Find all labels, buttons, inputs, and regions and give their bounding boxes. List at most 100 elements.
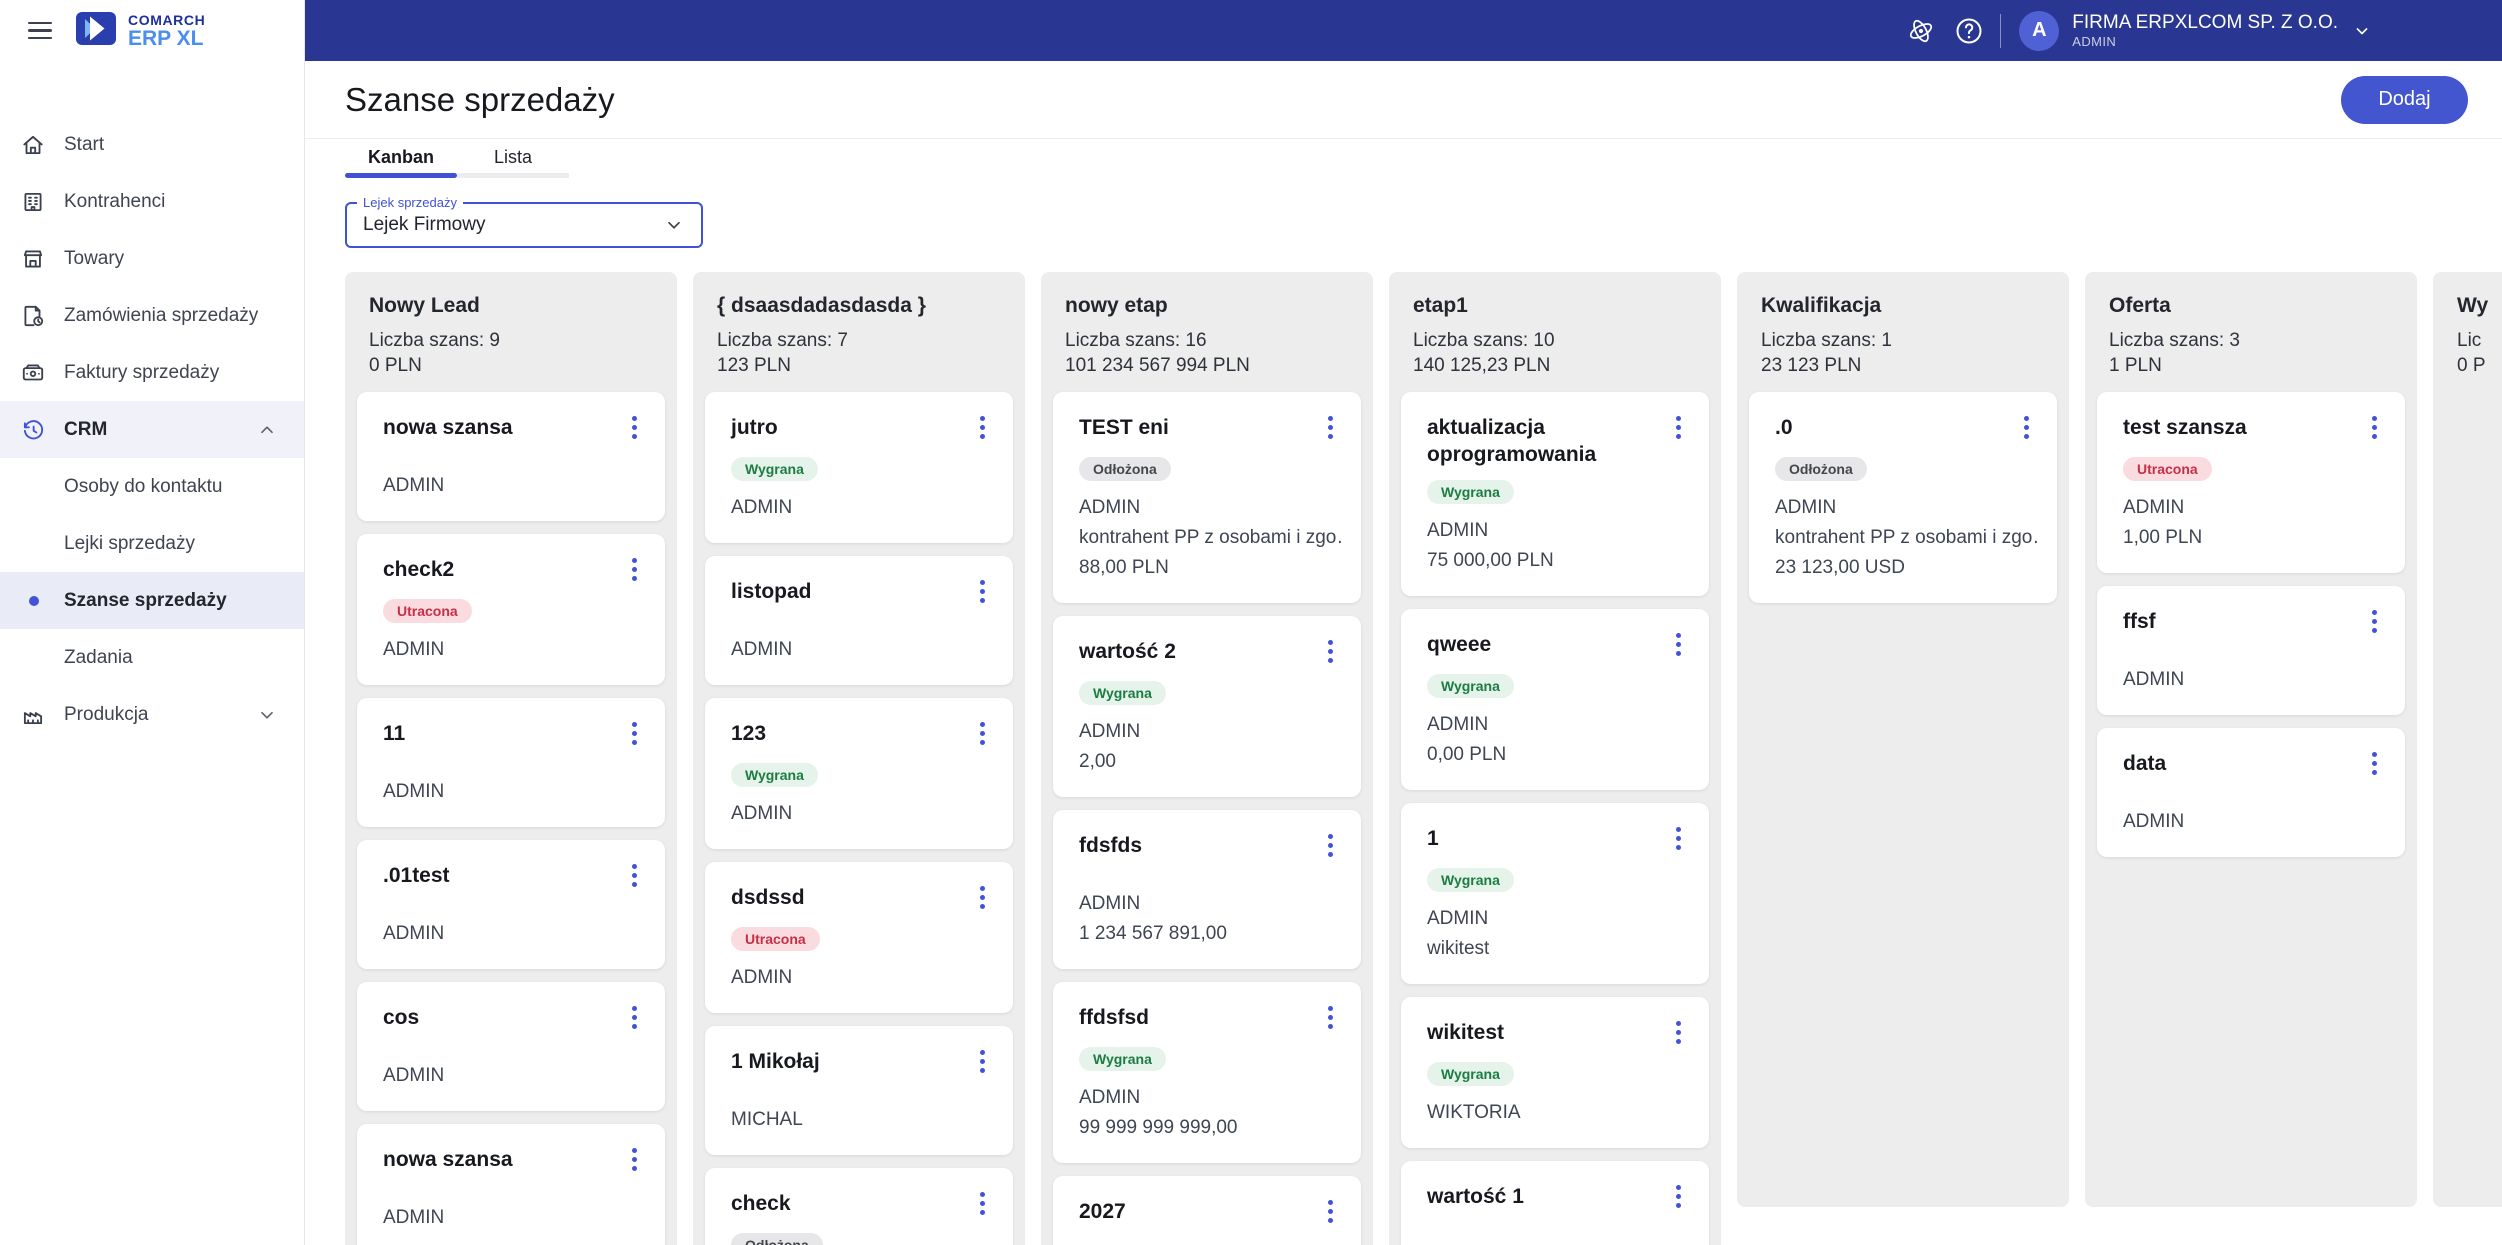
kebab-menu-icon[interactable] [972,716,993,751]
opportunity-card-nowa-szansa[interactable]: nowa szansaADMIN [357,1124,665,1245]
opportunity-card-test-szansza[interactable]: test szanszaUtraconaADMIN1,00 PLN [2097,392,2405,573]
opportunity-card-listopad[interactable]: listopadADMIN [705,556,1013,685]
sidebar-item-label: Towary [64,248,124,270]
sidebar-item-produkcja[interactable]: Produkcja [0,686,304,743]
opportunity-card-qweee[interactable]: qweeeWygranaADMIN0,00 PLN [1401,609,1709,790]
kebab-menu-icon[interactable] [1320,828,1341,863]
card-title: nowa szansa [383,410,513,441]
kebab-menu-icon[interactable] [1668,821,1689,856]
kebab-menu-icon[interactable] [1668,1015,1689,1050]
card-line: ADMIN [383,1061,645,1091]
column-total: 101 234 567 994 PLN [1065,353,1349,378]
card-line: ADMIN [1775,493,2037,523]
brand-name: COMARCH [128,12,205,28]
opportunity-card-2027[interactable]: 2027ADMIN [1053,1176,1361,1245]
card-line: kontrahent PP z osobami i zgo… [1775,523,2037,553]
sidebar-item-start[interactable]: Start [0,116,304,173]
app-logo[interactable]: COMARCH ERP XL [76,12,205,50]
opportunity-card-test-eni[interactable]: TEST eniOdłożonaADMINkontrahent PP z oso… [1053,392,1361,603]
kebab-menu-icon[interactable] [2364,410,2385,445]
column-cards: TEST eniOdłożonaADMINkontrahent PP z oso… [1041,390,1373,1245]
opportunity-card-cos[interactable]: cos ADMIN [357,982,665,1111]
kebab-menu-icon[interactable] [624,1000,645,1035]
kebab-menu-icon[interactable] [624,716,645,751]
kebab-menu-icon[interactable] [624,552,645,587]
column-total: 23 123 PLN [1761,353,2045,378]
card-header: wartość 1 [1427,1179,1689,1214]
tab-kanban[interactable]: Kanban [345,147,457,178]
kebab-menu-icon[interactable] [624,410,645,445]
opportunity-card-aktualizacja-oprogramowania[interactable]: aktualizacja oprogramowaniaWygranaADMIN7… [1401,392,1709,596]
opportunity-card-nowa-szansa[interactable]: nowa szansaADMIN [357,392,665,521]
kebab-menu-icon[interactable] [624,858,645,893]
opportunity-card-dsdssd[interactable]: dsdssdUtraconaADMIN [705,862,1013,1013]
chevron-down-icon [663,214,685,236]
card-details: ADMIN [383,919,645,949]
kebab-menu-icon[interactable] [1320,410,1341,445]
card-header: cos [383,1000,645,1035]
kebab-menu-icon[interactable] [1320,1194,1341,1229]
opportunity-card-11[interactable]: 11ADMIN [357,698,665,827]
card-header: dsdssd [731,880,993,915]
sidebar-item-towary[interactable]: Towary [0,230,304,287]
crm-history-icon [20,417,46,443]
sidebar-item-osoby-do-kontaktu[interactable]: Osoby do kontaktu [0,458,304,515]
sidebar-item-lejki-sprzedazy[interactable]: Lejki sprzedaży [0,515,304,572]
opportunity-card-0[interactable]: .0OdłożonaADMINkontrahent PP z osobami i… [1749,392,2057,603]
kebab-menu-icon[interactable] [2364,746,2385,781]
opportunity-card-data[interactable]: dataADMIN [2097,728,2405,857]
opportunity-card-ffdsfsd[interactable]: ffdsfsdWygranaADMIN99 999 999 999,00 [1053,982,1361,1163]
card-header: ffdsfsd [1079,1000,1341,1035]
card-line: ADMIN [1427,516,1689,546]
opportunity-card-check[interactable]: checkOdłożonaADMINKKK7 [705,1168,1013,1245]
funnel-select[interactable]: Lejek sprzedaży Lejek Firmowy [345,202,703,248]
kebab-menu-icon[interactable] [1668,627,1689,662]
sidebar-item-zamowienia-sprzedazy[interactable]: Zamówienia sprzedaży [0,287,304,344]
hamburger-menu-icon[interactable] [26,18,54,44]
opportunity-card-jutro[interactable]: jutroWygranaADMIN [705,392,1013,543]
kebab-menu-icon[interactable] [972,1186,993,1221]
kanban-column-etap1: etap1Liczba szans: 10140 125,23 PLNaktua… [1389,272,1721,1245]
sidebar-item-faktury-sprzedazy[interactable]: Faktury sprzedaży [0,344,304,401]
kebab-menu-icon[interactable] [624,1142,645,1177]
opportunity-card-fdsfds[interactable]: fdsfdsADMIN1 234 567 891,00 [1053,810,1361,969]
opportunity-card-wikitest[interactable]: wikitestWygranaWIKTORIA [1401,997,1709,1148]
sidebar-item-crm[interactable]: CRM [0,401,304,458]
sidebar-item-label: Kontrahenci [64,191,165,213]
opportunity-card-123[interactable]: 123WygranaADMIN [705,698,1013,849]
kebab-menu-icon[interactable] [972,574,993,609]
help-icon[interactable] [1952,14,1986,48]
column-header: OfertaLiczba szans: 31 PLN [2085,272,2417,390]
card-title: jutro [731,410,778,441]
opportunity-card-1[interactable]: 1WygranaADMINwikitest [1401,803,1709,984]
sidebar-item-kontrahenci[interactable]: Kontrahenci [0,173,304,230]
add-button[interactable]: Dodaj [2341,76,2468,124]
kebab-menu-icon[interactable] [2016,410,2037,445]
kebab-menu-icon[interactable] [1320,634,1341,669]
opportunity-card-ffsf[interactable]: ffsfADMIN [2097,586,2405,715]
opportunity-card-1-mikolaj[interactable]: 1 MikołajMICHAL [705,1026,1013,1155]
kanban-column-oferta: OfertaLiczba szans: 31 PLNtest szanszaUt… [2085,272,2417,1207]
apps-atom-icon[interactable] [1904,14,1938,48]
kebab-menu-icon[interactable] [972,410,993,445]
status-badge: Utracona [731,927,820,951]
card-details: ADMINkontrahent PP z osobami i zgo…88,00… [1079,493,1341,583]
opportunity-card-wartosc-2[interactable]: wartość 2WygranaADMIN2,00 [1053,616,1361,797]
account-menu[interactable]: A FIRMA ERPXLCOM SP. Z O.O. ADMIN [2019,11,2372,51]
kebab-menu-icon[interactable] [1668,410,1689,445]
kebab-menu-icon[interactable] [1668,1179,1689,1214]
kanban-board: Nowy LeadLiczba szans: 90 PLNnowa szansa… [345,272,2502,1245]
kanban-column-kwalifikacja: KwalifikacjaLiczba szans: 123 123 PLN.0O… [1737,272,2069,1207]
kebab-menu-icon[interactable] [1320,1000,1341,1035]
kebab-menu-icon[interactable] [972,1044,993,1079]
tab-lista[interactable]: Lista [457,147,569,178]
card-header: data [2123,746,2385,781]
kebab-menu-icon[interactable] [2364,604,2385,639]
kebab-menu-icon[interactable] [972,880,993,915]
opportunity-card-wartosc-1[interactable]: wartość 1ADMIN1,00 PLN [1401,1161,1709,1245]
sidebar-item-zadania[interactable]: Zadania [0,629,304,686]
opportunity-card-check2[interactable]: check2UtraconaADMIN [357,534,665,685]
sidebar-item-szanse-sprzedazy[interactable]: Szanse sprzedaży [0,572,304,629]
opportunity-card-01test[interactable]: .01testADMIN [357,840,665,969]
card-line: kontrahent PP z osobami i zgo… [1079,523,1341,553]
